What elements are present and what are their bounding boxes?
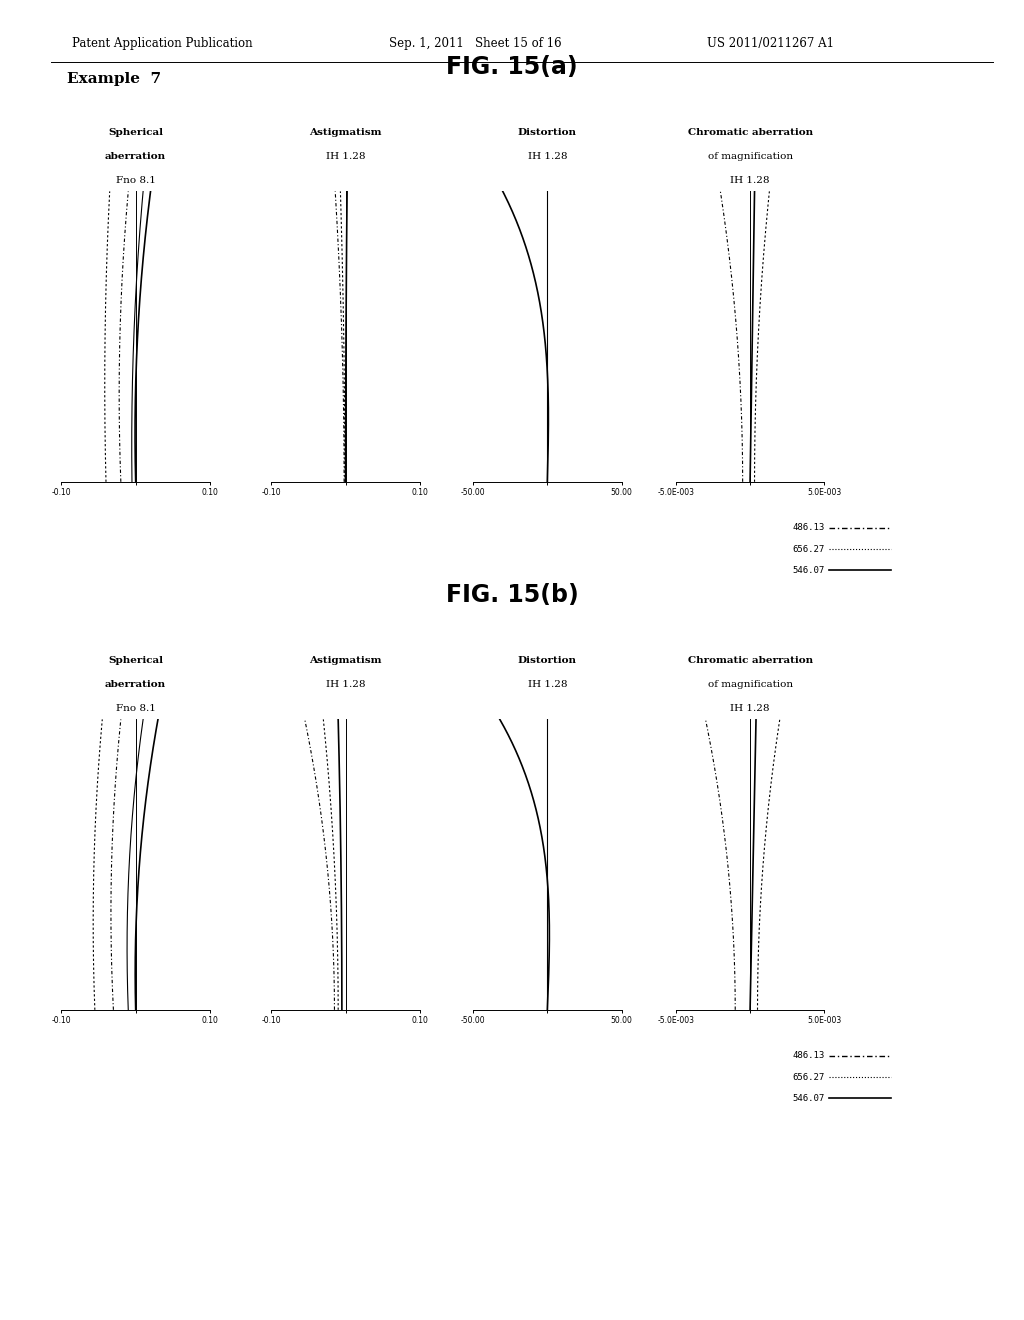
Text: Sep. 1, 2011   Sheet 15 of 16: Sep. 1, 2011 Sheet 15 of 16 [389, 37, 562, 50]
Text: Example  7: Example 7 [67, 71, 161, 86]
Text: Spherical: Spherical [109, 656, 163, 665]
Text: Fno 8.1: Fno 8.1 [116, 704, 156, 713]
Text: Astigmatism: Astigmatism [309, 656, 382, 665]
Text: aberration: aberration [105, 680, 166, 689]
Text: Spherical: Spherical [109, 128, 163, 137]
Text: aberration: aberration [105, 152, 166, 161]
Text: Distortion: Distortion [518, 128, 577, 137]
Text: IH 1.28: IH 1.28 [730, 704, 770, 713]
Text: of magnification: of magnification [708, 680, 793, 689]
Text: FIG. 15(b): FIG. 15(b) [445, 583, 579, 607]
Text: IH 1.28: IH 1.28 [527, 152, 567, 161]
Text: 486.13: 486.13 [793, 524, 824, 532]
Text: FIG. 15(a): FIG. 15(a) [446, 55, 578, 79]
Text: Distortion: Distortion [518, 656, 577, 665]
Text: IH 1.28: IH 1.28 [326, 152, 366, 161]
Text: 546.07: 546.07 [793, 566, 824, 574]
Text: Astigmatism: Astigmatism [309, 128, 382, 137]
Text: IH 1.28: IH 1.28 [527, 680, 567, 689]
Text: Chromatic aberration: Chromatic aberration [687, 128, 813, 137]
Text: of magnification: of magnification [708, 152, 793, 161]
Text: Patent Application Publication: Patent Application Publication [72, 37, 252, 50]
Text: Fno 8.1: Fno 8.1 [116, 176, 156, 185]
Text: IH 1.28: IH 1.28 [326, 680, 366, 689]
Text: 486.13: 486.13 [793, 1052, 824, 1060]
Text: 656.27: 656.27 [793, 1073, 824, 1081]
Text: Chromatic aberration: Chromatic aberration [687, 656, 813, 665]
Text: US 2011/0211267 A1: US 2011/0211267 A1 [707, 37, 834, 50]
Text: IH 1.28: IH 1.28 [730, 176, 770, 185]
Text: 546.07: 546.07 [793, 1094, 824, 1102]
Text: 656.27: 656.27 [793, 545, 824, 553]
